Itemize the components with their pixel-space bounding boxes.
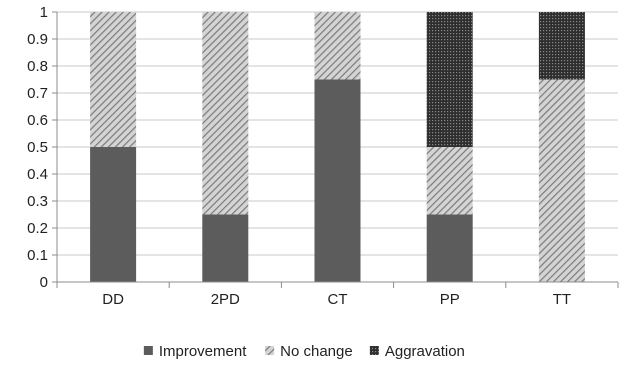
- legend-swatch-aggravation: [369, 346, 379, 355]
- bar-TT-aggravation: [538, 12, 585, 80]
- bar-2PD-no-change: [202, 12, 249, 215]
- y-tick-label: 0.5: [27, 139, 48, 156]
- bar-TT-no-change: [538, 79, 585, 282]
- x-axis-category-labels: DD 2PD CT PP TT: [102, 291, 571, 308]
- y-tick-label: 0.3: [27, 193, 48, 210]
- bar-DD-improvement: [90, 147, 137, 282]
- y-tick-label: 0.6: [27, 112, 48, 129]
- bar-CT-no-change: [314, 12, 361, 80]
- x-category-label: DD: [102, 291, 124, 308]
- bars: [90, 12, 585, 282]
- x-category-label: PP: [440, 291, 460, 308]
- bar-CT-improvement: [314, 79, 361, 282]
- legend: Improvement No change Aggravation: [143, 343, 465, 360]
- y-tick-label: 1: [40, 4, 48, 21]
- y-tick-label: 0.8: [27, 58, 48, 75]
- y-tick-label: 0.9: [27, 31, 48, 48]
- legend-label: Aggravation: [385, 343, 465, 360]
- bar-PP-no-change: [426, 147, 473, 215]
- legend-swatch-improvement: [143, 346, 153, 355]
- x-category-label: 2PD: [211, 291, 240, 308]
- x-category-label: CT: [328, 291, 348, 308]
- y-tick-label: 0.2: [27, 220, 48, 237]
- bar-DD-no-change: [90, 12, 137, 147]
- legend-swatch-no-change: [265, 346, 275, 355]
- legend-label: No change: [280, 343, 353, 360]
- bar-PP-aggravation: [426, 12, 473, 147]
- y-tick-label: 0.7: [27, 85, 48, 102]
- bar-2PD-improvement: [202, 214, 249, 282]
- legend-label: Improvement: [159, 343, 247, 360]
- y-tick-label: 0: [40, 274, 48, 291]
- y-tick-label: 0.1: [27, 247, 48, 264]
- y-tick-label: 0.4: [27, 166, 48, 183]
- bar-PP-improvement: [426, 214, 473, 282]
- x-category-label: TT: [553, 291, 571, 308]
- y-axis-tick-labels: 0 0.1 0.2 0.3 0.4 0.5 0.6 0.7 0.8 0.9 1: [27, 4, 57, 291]
